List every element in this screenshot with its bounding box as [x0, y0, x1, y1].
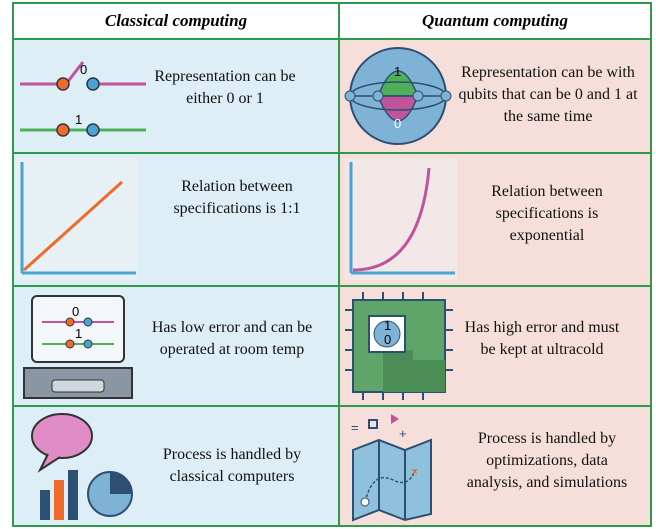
cell-text: Relation between specifications is 1:1 [173, 178, 301, 217]
svg-text:+: + [399, 426, 407, 441]
cell-text: Has high error and must be kept at ultra… [464, 319, 620, 358]
laptop-icon: 0 1 [23, 295, 133, 399]
cell-text: Has low error and can be operated at roo… [151, 319, 313, 358]
switch-icon: 0 1 [20, 61, 146, 137]
exponential-graph-icon [345, 158, 457, 280]
chip-icon: 1 0 [345, 292, 453, 400]
cell-text: Representation can be with qubits that c… [458, 64, 638, 125]
qubit-label: 0 [384, 332, 391, 347]
svg-text:×: × [411, 464, 419, 479]
header-right: Quantum computing [338, 2, 652, 40]
svg-text:=: = [351, 420, 359, 435]
bit-label: 1 [75, 326, 82, 341]
analytics-icon [31, 413, 133, 520]
cell-text: Relation between specifications is expon… [491, 183, 603, 244]
cell-text: Process is handled by classical computer… [162, 446, 302, 485]
bit-label: 0 [80, 62, 87, 77]
cell-text: Process is handled by optimizations, dat… [466, 430, 628, 491]
linear-graph-icon [16, 158, 138, 280]
qubit-label: 0 [394, 116, 401, 131]
qubit-label: 1 [384, 318, 391, 333]
cell-text: Representation can be either 0 or 1 [154, 68, 296, 107]
bit-label: 0 [72, 304, 79, 319]
map-icon: = + × [351, 414, 432, 522]
bit-label: 1 [75, 112, 82, 127]
qubit-icon: 1 0 [344, 47, 452, 145]
header-left: Classical computing [12, 2, 340, 40]
qubit-label: 1 [394, 64, 401, 79]
